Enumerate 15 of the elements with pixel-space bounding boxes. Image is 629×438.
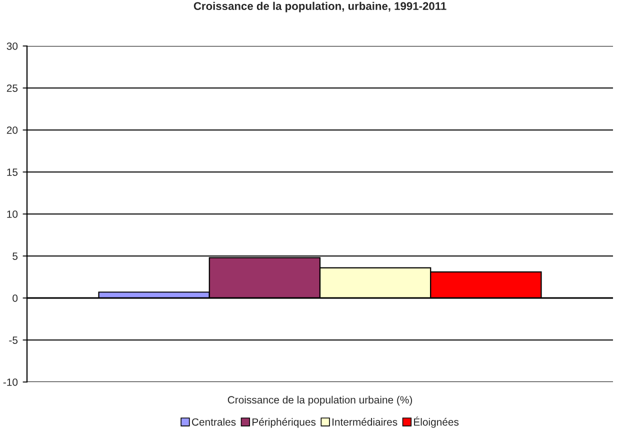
y-tick-label: -10 — [3, 378, 18, 386]
legend-label: Centrales — [192, 418, 236, 426]
y-tick-label: 5 — [12, 252, 18, 260]
legend-label: Éloignées — [414, 416, 459, 428]
chart-title: Croissance de la population, urbaine, 1991-2011 — [194, 2, 446, 12]
y-tick-label: 15 — [7, 168, 18, 176]
y-tick-label: 0 — [12, 294, 18, 302]
legend-label: Intermédiaires — [332, 418, 398, 426]
y-tick-label: -5 — [9, 336, 18, 344]
legend-label: Périphériques — [252, 418, 316, 428]
y-tick-label: 25 — [6, 84, 18, 92]
y-tick-label: 10 — [7, 210, 18, 218]
x-tick-label: Croissance de la population urbaine (%) — [228, 396, 412, 406]
y-tick-label: 30 — [6, 42, 18, 50]
y-tick-label: 20 — [6, 126, 18, 134]
